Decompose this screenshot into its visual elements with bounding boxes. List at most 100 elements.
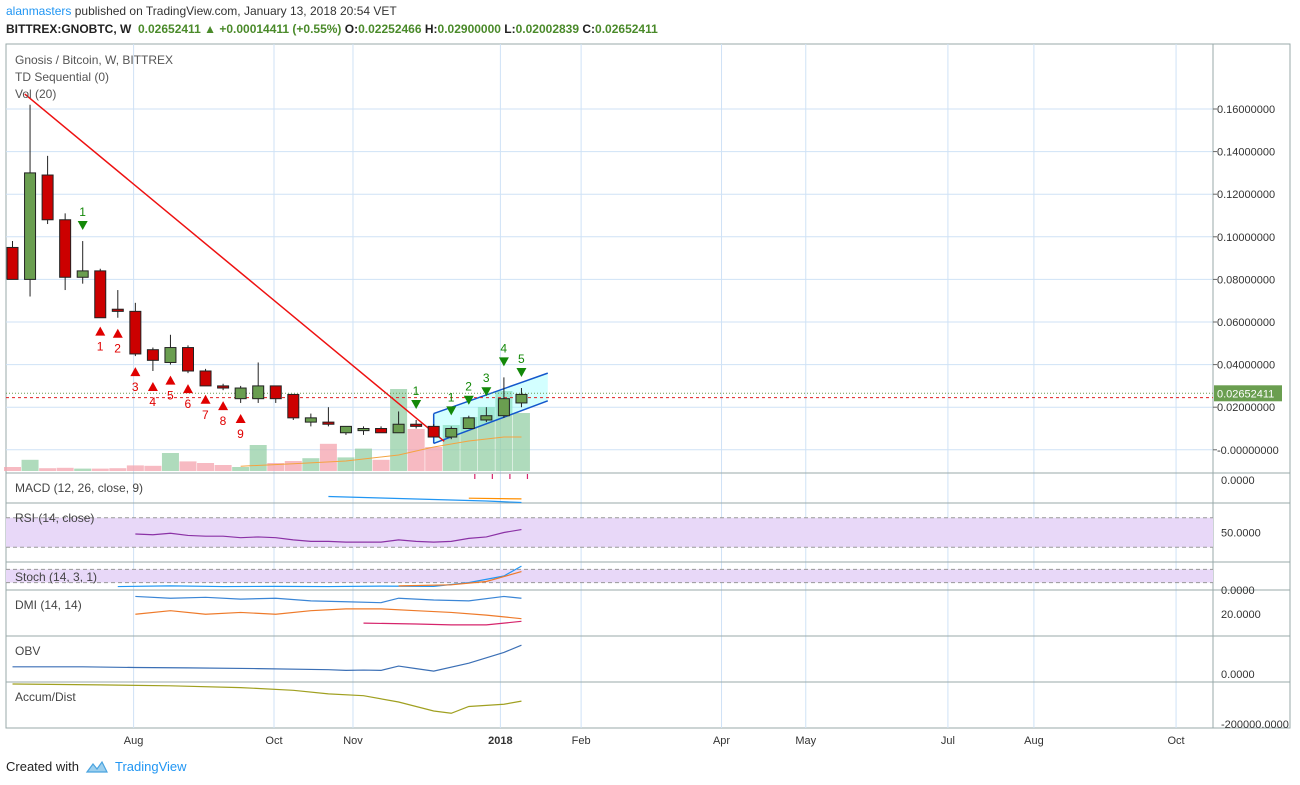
volume-bar (425, 447, 443, 471)
td-count-label: 3 (483, 371, 490, 385)
tradingview-logo-icon (85, 760, 108, 773)
candle-body (252, 385, 265, 400)
open-label: O: (344, 22, 359, 36)
rsi-band (6, 517, 1213, 548)
td-count-label: 2 (465, 380, 472, 394)
volume-bar (284, 461, 302, 471)
created-with-text: Created with (6, 759, 79, 774)
td-up-triangle-icon (165, 375, 176, 385)
td-down-triangle-icon (516, 368, 527, 378)
candle-body (217, 385, 230, 389)
candle-body (6, 246, 19, 280)
td-count-label: 1 (413, 384, 420, 398)
candle-body (375, 428, 388, 434)
candle-body (287, 393, 300, 419)
candle-body (410, 423, 423, 427)
dmi-plus-line (135, 595, 522, 604)
volume-bar (74, 468, 92, 471)
td-count-label: 1 (97, 340, 104, 354)
volume-bar (267, 463, 285, 471)
volume-bar (407, 429, 425, 471)
td-count-label: 2 (114, 342, 121, 356)
pane-label: Stoch (14, 3, 1) (15, 570, 97, 584)
pane-tick-label: 20.0000 (1221, 609, 1261, 621)
candle-body (111, 308, 124, 312)
up-triangle-icon: ▲ (204, 22, 216, 36)
pane-tick-label: 0.0000 (1221, 585, 1255, 597)
low-label: L: (504, 22, 516, 36)
price-tick-label: -0.00000000 (1217, 445, 1279, 457)
volume-bar (56, 467, 74, 471)
indicator-label: TD Sequential (0) (15, 70, 109, 84)
price-tick-label: 0.02000000 (1217, 402, 1275, 414)
dmi-minus-line (135, 608, 522, 620)
open-value: 0.02252466 (358, 22, 422, 36)
td-count-label: 3 (132, 380, 139, 394)
volume-bar (144, 465, 162, 471)
x-axis-label: Feb (572, 735, 591, 747)
candle-body (357, 428, 370, 432)
volume-bar (460, 417, 478, 471)
td-count-label: 1 (79, 205, 86, 219)
rsi-line (135, 528, 522, 543)
candle-body (462, 417, 475, 430)
volume-bar (39, 468, 57, 471)
x-axis-label: Jul (941, 735, 955, 747)
pane-tick-label: 50.0000 (1221, 528, 1261, 540)
candle-body (269, 385, 282, 400)
td-down-triangle-icon (411, 399, 422, 409)
td-down-triangle-icon (446, 406, 457, 416)
x-axis-label: Apr (713, 735, 730, 747)
price-tick-label: 0.04000000 (1217, 360, 1275, 372)
volume-bar (337, 457, 355, 471)
volume-bar (372, 459, 390, 471)
candle-body (59, 219, 72, 278)
x-axis-label: Aug (124, 735, 144, 747)
last-price: 0.02652411 (138, 22, 201, 36)
td-count-label: 8 (220, 414, 227, 428)
obv-line (12, 644, 522, 672)
chart-title: Gnosis / Bitcoin, W, BITTREX (15, 53, 173, 67)
tradingview-brand[interactable]: TradingView (85, 759, 187, 774)
macd-signal-line (468, 497, 522, 500)
published-text: published on TradingView.com, January 13… (74, 4, 397, 18)
volume-bar (302, 458, 320, 471)
footer: Created with TradingView (6, 759, 187, 774)
price-tick-label: 0.10000000 (1217, 232, 1275, 244)
pane-label: MACD (12, 26, close, 9) (15, 481, 143, 495)
td-count-label: 5 (518, 352, 525, 366)
candle-body (497, 398, 510, 417)
pane-label: RSI (14, close) (15, 511, 94, 525)
candle-body (76, 270, 89, 278)
candle-body (129, 310, 142, 355)
stoch-k-line (117, 565, 522, 588)
volume-bar (232, 467, 250, 471)
downtrend-line (24, 93, 445, 442)
volume-bar (179, 461, 197, 471)
volume-bar (91, 468, 109, 471)
author-link[interactable]: alanmasters (6, 4, 72, 18)
td-count-label: 1 (448, 390, 455, 404)
td-count-label: 4 (149, 395, 156, 409)
td-up-triangle-icon (95, 326, 106, 336)
stoch-d-line (398, 571, 522, 587)
high-label: H: (424, 22, 438, 36)
tradingview-brand-label: TradingView (114, 759, 187, 774)
price-change: +0.00014411 (+0.55%) (219, 22, 342, 36)
close-label: C: (582, 22, 596, 36)
pane-tick-label: 0.0000 (1221, 669, 1255, 681)
volume-ma-line (240, 436, 522, 467)
candle-body (24, 172, 37, 280)
price-tick-label: 0.12000000 (1217, 189, 1275, 201)
td-count-label: 5 (167, 389, 174, 403)
td-down-triangle-icon (77, 221, 88, 231)
volume-bar (197, 463, 215, 471)
last-price-tag-label: 0.02652411 (1217, 388, 1274, 400)
candle-body (480, 415, 493, 421)
adx-line (363, 620, 522, 626)
accum-dist-line (12, 683, 522, 714)
td-count-label: 6 (185, 397, 192, 411)
td-up-triangle-icon (183, 384, 193, 394)
x-axis-label: Nov (343, 735, 363, 747)
